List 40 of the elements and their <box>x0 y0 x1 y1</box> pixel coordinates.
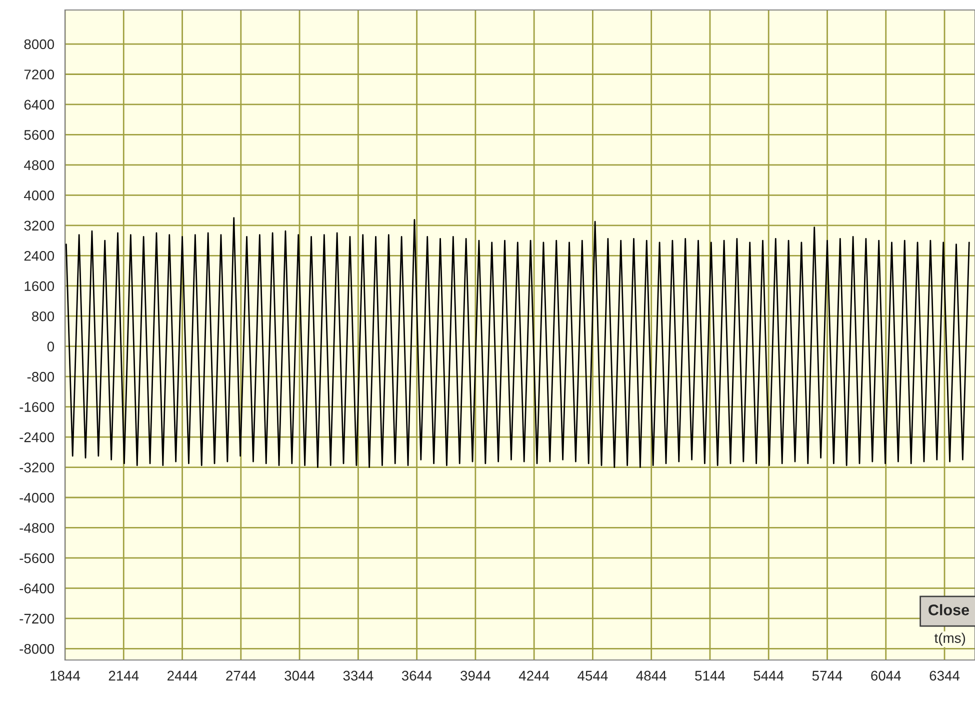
y-tick-label: 4800 <box>24 160 54 170</box>
x-tick-label: 3944 <box>460 670 490 681</box>
x-tick-label: 4844 <box>636 670 666 681</box>
y-tick-label: -4800 <box>20 523 54 533</box>
y-tick-label: 6400 <box>24 100 54 110</box>
annotation: Close <box>928 604 970 616</box>
x-tick-label: 1844 <box>50 670 80 681</box>
x-tick-label: 6344 <box>930 670 960 681</box>
y-tick-label: 1600 <box>24 281 54 292</box>
y-tick-label: 2400 <box>24 250 54 261</box>
x-tick-label: 2144 <box>108 670 139 680</box>
x-tick-label: 5444 <box>754 670 784 681</box>
y-tick-label: -800 <box>27 372 54 382</box>
x-tick-label: 4244 <box>518 670 550 680</box>
y-tick-label: 800 <box>32 311 54 322</box>
x-tick-label: 3644 <box>402 670 432 681</box>
y-tick-label: 8000 <box>24 39 54 50</box>
x-axis-title: t(ms) <box>934 632 966 646</box>
y-tick-label: 5600 <box>24 130 54 140</box>
x-tick-label: 3344 <box>343 670 374 681</box>
x-tick-label: 4544 <box>578 670 608 681</box>
y-tick-label: -4000 <box>20 492 54 503</box>
y-tick-label: -5600 <box>20 553 54 564</box>
y-tick-label: -8000 <box>20 644 54 654</box>
y-tick-label: -2400 <box>20 432 54 442</box>
y-tick-label: -1600 <box>20 402 54 412</box>
y-tick-label: -3200 <box>20 462 54 472</box>
x-tick-label: 5744 <box>812 670 842 681</box>
y-tick-label: -6400 <box>20 584 54 594</box>
x-tick-label: 3044 <box>284 670 315 681</box>
x-tick-label: 5144 <box>695 670 726 681</box>
y-tick-label: 7200 <box>24 70 54 80</box>
x-tick-label: 6044 <box>871 670 901 681</box>
x-tick-label: 2744 <box>226 670 256 680</box>
line-series <box>65 217 970 468</box>
y-tick-label: 3200 <box>24 220 54 231</box>
x-tick-label: 2444 <box>168 670 198 680</box>
y-tick-label: -7200 <box>20 614 54 624</box>
y-tick-label: 4000 <box>24 190 54 200</box>
y-tick-label: 0 <box>47 342 54 352</box>
